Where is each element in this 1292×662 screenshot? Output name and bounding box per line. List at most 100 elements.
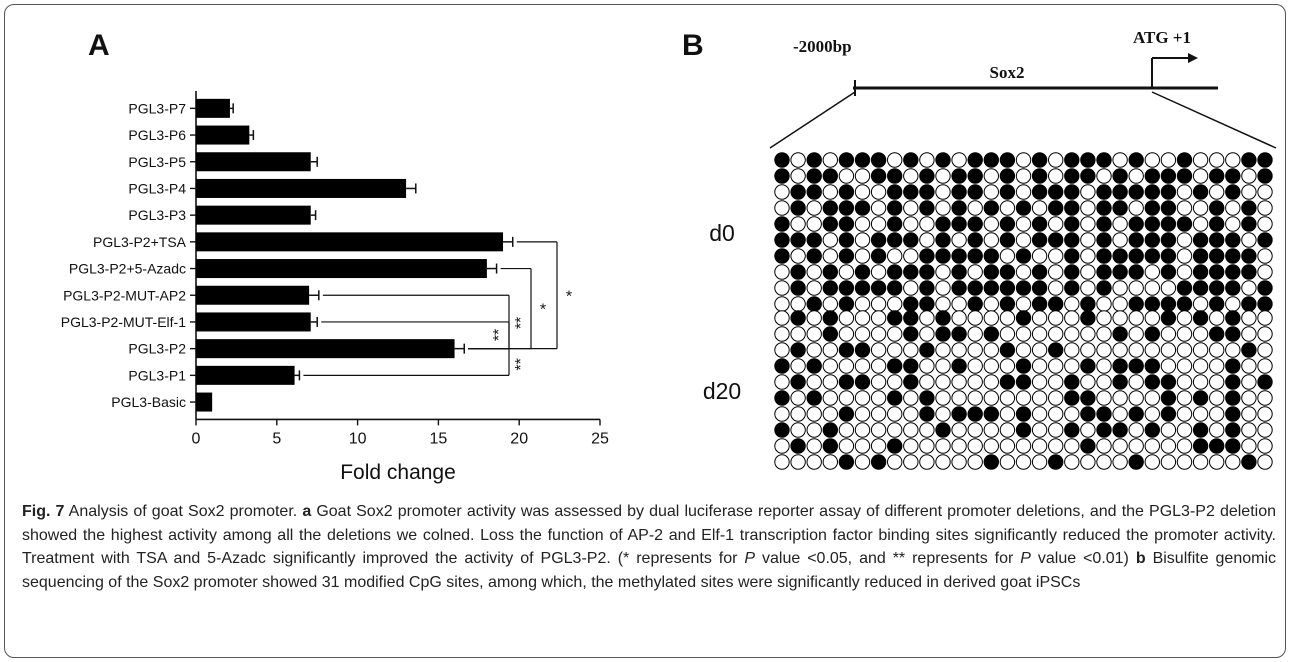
methylated-cpg [1080, 296, 1096, 312]
methylated-cpg [935, 310, 951, 326]
methylated-cpg [919, 200, 935, 216]
methylated-cpg [1064, 390, 1080, 406]
unmethylated-cpg [790, 248, 806, 264]
unmethylated-cpg [1048, 152, 1064, 168]
unmethylated-cpg [822, 152, 838, 168]
unmethylated-cpg [1209, 342, 1225, 358]
methylated-cpg [1080, 358, 1096, 374]
unmethylated-cpg [774, 342, 790, 358]
methylated-cpg [790, 184, 806, 200]
unmethylated-cpg [887, 342, 903, 358]
caption-p-italic-2: P [1020, 550, 1031, 567]
methylated-cpg [870, 168, 887, 184]
unmethylated-cpg [790, 454, 806, 470]
unmethylated-cpg [967, 438, 983, 454]
unmethylated-cpg [951, 310, 967, 326]
methylated-cpg [1241, 200, 1257, 216]
unmethylated-cpg [999, 406, 1016, 422]
zoom-lines [769, 91, 1277, 149]
methylated-cpg [1257, 374, 1273, 390]
unmethylated-cpg [1176, 358, 1193, 374]
unmethylated-cpg [774, 454, 790, 470]
methylated-cpg [1257, 152, 1273, 168]
unmethylated-cpg [919, 310, 935, 326]
unmethylated-cpg [806, 310, 822, 326]
methylated-cpg [854, 342, 871, 358]
methylated-cpg [1096, 248, 1112, 264]
methylated-cpg [838, 184, 855, 200]
unmethylated-cpg [1257, 358, 1273, 374]
methylated-cpg [1225, 248, 1241, 264]
unmethylated-cpg [1160, 422, 1177, 438]
unmethylated-cpg [790, 406, 806, 422]
methylated-cpg [838, 454, 855, 470]
methylated-cpg [1257, 232, 1273, 248]
unmethylated-cpg [1080, 454, 1096, 470]
unmethylated-cpg [870, 216, 887, 232]
methylated-cpg [822, 200, 838, 216]
unmethylated-cpg [774, 200, 790, 216]
methylated-cpg [903, 326, 919, 342]
unmethylated-cpg [903, 200, 919, 216]
methylated-cpg [1031, 168, 1048, 184]
methylated-cpg [1015, 248, 1032, 264]
methylated-cpg [951, 406, 967, 422]
unmethylated-cpg [1128, 280, 1144, 296]
methylated-cpg [806, 232, 822, 248]
methylated-cpg [983, 200, 999, 216]
unmethylated-cpg [774, 296, 790, 312]
unmethylated-cpg [1192, 326, 1209, 342]
unmethylated-cpg [1015, 264, 1032, 280]
unmethylated-cpg [1160, 152, 1177, 168]
unmethylated-cpg [806, 216, 822, 232]
unmethylated-cpg [1096, 438, 1112, 454]
unmethylated-cpg [1128, 438, 1144, 454]
unmethylated-cpg [1096, 454, 1112, 470]
y-tick-label: PGL3-P6 [128, 127, 186, 143]
unmethylated-cpg [903, 342, 919, 358]
significance-label: * [540, 302, 546, 319]
methylated-cpg [951, 248, 967, 264]
unmethylated-cpg [1176, 200, 1193, 216]
methylated-cpg [1064, 184, 1080, 200]
unmethylated-cpg [822, 406, 838, 422]
methylated-cpg [919, 406, 935, 422]
significance-label: * [566, 288, 572, 305]
methylated-cpg [951, 326, 967, 342]
methylated-cpg [774, 390, 790, 406]
unmethylated-cpg [935, 200, 951, 216]
methylated-cpg [1160, 216, 1177, 232]
unmethylated-cpg [1144, 390, 1161, 406]
methylated-cpg [1096, 264, 1112, 280]
methylated-cpg [999, 264, 1016, 280]
unmethylated-cpg [1048, 406, 1064, 422]
unmethylated-cpg [822, 296, 838, 312]
x-tick-label: 25 [591, 430, 609, 447]
methylated-cpg [1209, 200, 1225, 216]
unmethylated-cpg [999, 454, 1016, 470]
unmethylated-cpg [1257, 390, 1273, 406]
unmethylated-cpg [983, 310, 999, 326]
unmethylated-cpg [1257, 422, 1273, 438]
unmethylated-cpg [1112, 438, 1128, 454]
unmethylated-cpg [806, 374, 822, 390]
methylated-cpg [999, 168, 1016, 184]
unmethylated-cpg [1015, 216, 1032, 232]
unmethylated-cpg [1048, 280, 1064, 296]
methylated-cpg [1225, 184, 1241, 200]
unmethylated-cpg [1144, 454, 1161, 470]
unmethylated-cpg [1241, 422, 1257, 438]
methylated-cpg [1112, 422, 1128, 438]
unmethylated-cpg [822, 342, 838, 358]
unmethylated-cpg [887, 374, 903, 390]
bar [196, 232, 504, 252]
unmethylated-cpg [903, 406, 919, 422]
unmethylated-cpg [951, 232, 967, 248]
methylated-cpg [1080, 168, 1096, 184]
methylated-cpg [1160, 264, 1177, 280]
unmethylated-cpg [1128, 374, 1144, 390]
unmethylated-cpg [838, 390, 855, 406]
methylated-cpg [1015, 422, 1032, 438]
methylated-cpg [1080, 310, 1096, 326]
methylated-cpg [1128, 152, 1144, 168]
